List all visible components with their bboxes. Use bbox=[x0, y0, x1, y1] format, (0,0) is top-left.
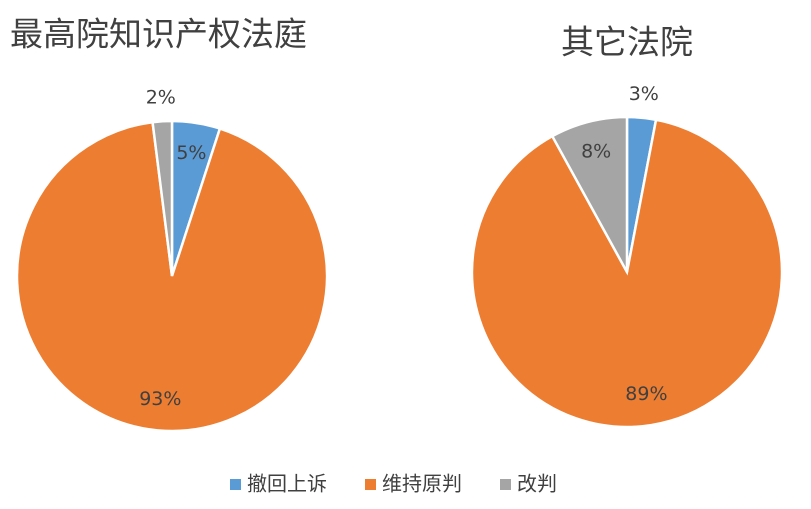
legend-label: 撤回上诉 bbox=[247, 472, 327, 496]
data-label: 93% bbox=[139, 388, 181, 410]
data-label: 3% bbox=[629, 83, 659, 105]
data-label: 2% bbox=[146, 87, 176, 109]
pie-slice bbox=[151, 119, 174, 277]
chart-title: 最高院知识产权法庭 bbox=[10, 15, 307, 54]
data-label: 89% bbox=[625, 383, 667, 405]
legend-swatch bbox=[230, 479, 241, 490]
pie-slice bbox=[470, 118, 784, 429]
legend-swatch bbox=[500, 479, 511, 490]
legend-swatch bbox=[365, 479, 376, 490]
pie-slice bbox=[15, 120, 329, 433]
data-label: 5% bbox=[176, 142, 206, 164]
legend-label: 维持原判 bbox=[382, 472, 462, 496]
chart-title: 其它法院 bbox=[561, 23, 693, 62]
legend-label: 改判 bbox=[517, 472, 557, 496]
data-label: 8% bbox=[581, 140, 611, 162]
pie-slice bbox=[550, 115, 629, 273]
